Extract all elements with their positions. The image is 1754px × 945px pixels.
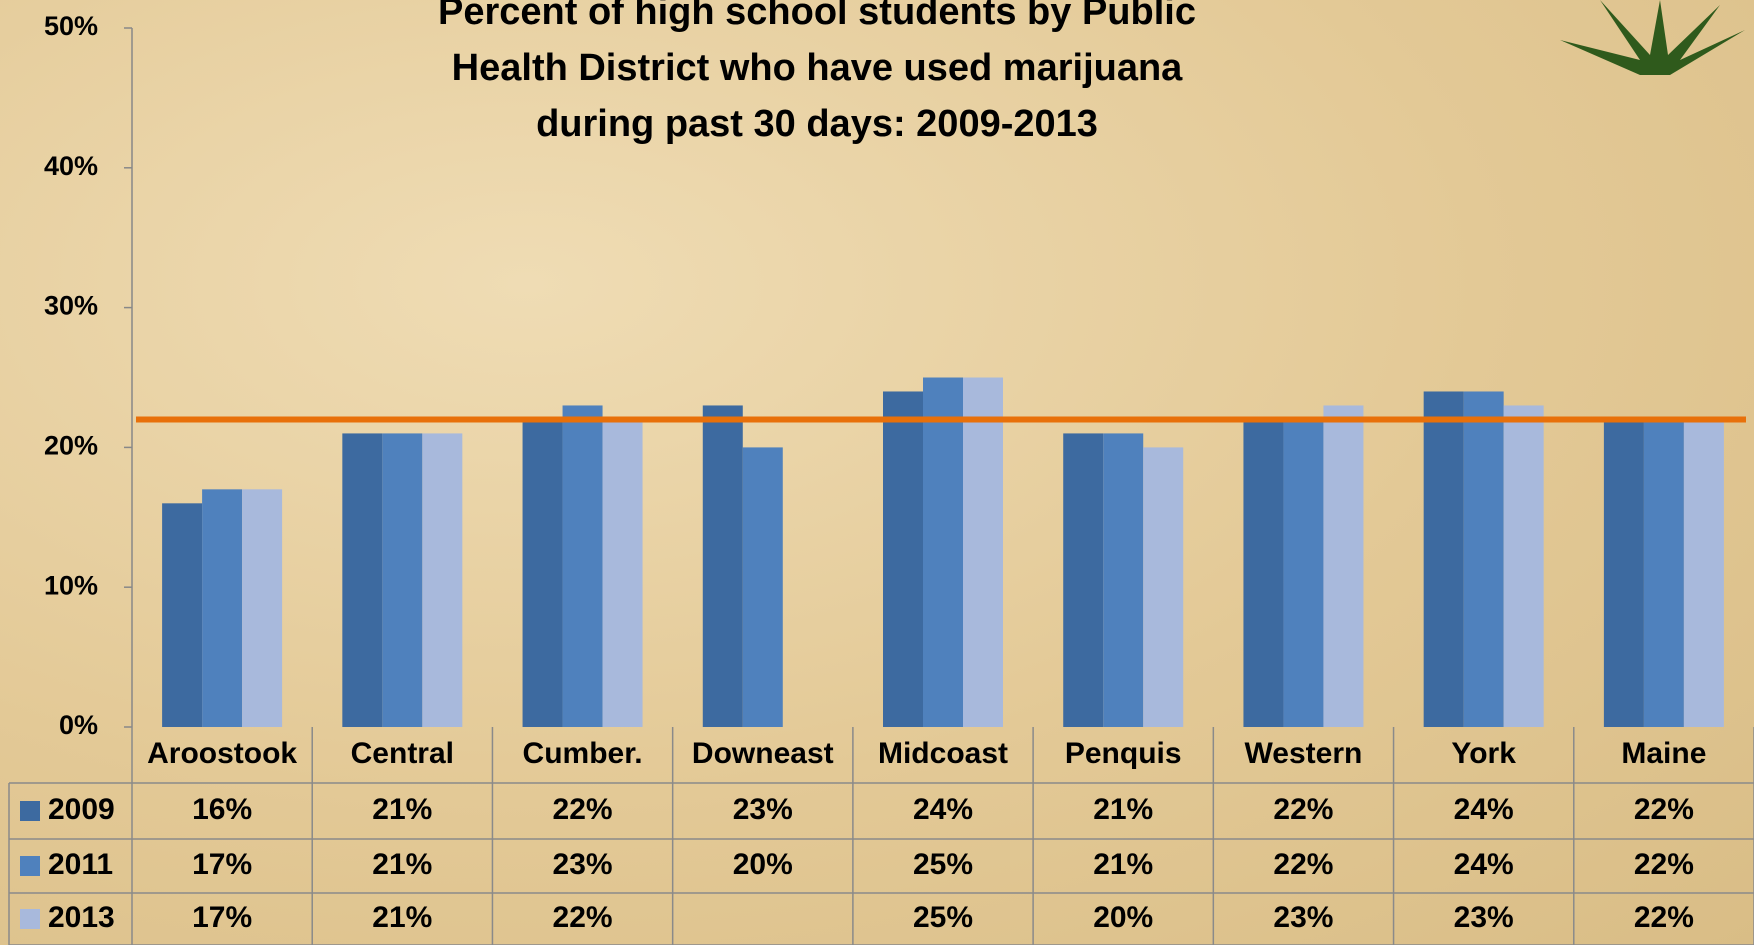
bar (562, 405, 603, 727)
chart-title: Percent of high school students by Publi… (438, 0, 1196, 145)
table-value: 20% (733, 848, 793, 881)
y-tick-label: 40% (44, 151, 98, 181)
legend-label: 2013 (48, 901, 115, 934)
bar (1463, 391, 1504, 727)
bar (162, 503, 203, 727)
table-value: 21% (372, 848, 432, 881)
bar (1643, 419, 1684, 727)
x-tick-label: Cumber. (523, 737, 643, 770)
table-value: 22% (1634, 848, 1694, 881)
legend-swatch (20, 856, 40, 876)
table-value: 24% (1454, 848, 1514, 881)
y-tick-label: 10% (44, 570, 98, 600)
bar (883, 391, 923, 727)
x-tick-label: Midcoast (878, 737, 1008, 770)
bar (342, 433, 383, 727)
bar (602, 419, 643, 727)
bar (202, 489, 243, 727)
bar (1503, 405, 1544, 727)
bar (1683, 419, 1724, 727)
table-value: 25% (913, 848, 973, 881)
table-value: 22% (553, 901, 613, 934)
x-tick-label: Central (351, 737, 454, 770)
table-value: 23% (1454, 901, 1514, 934)
table-value: 21% (1093, 793, 1153, 826)
legend-label: 2009 (48, 793, 115, 826)
bar (1603, 419, 1644, 727)
bar (963, 377, 1003, 727)
bar (382, 433, 423, 727)
table-value: 21% (1093, 848, 1153, 881)
table-value: 21% (372, 901, 432, 934)
table-value: 21% (372, 793, 432, 826)
table-value: 22% (1273, 848, 1333, 881)
table-value: 25% (913, 901, 973, 934)
x-tick-label: Maine (1621, 737, 1706, 770)
bar (1103, 433, 1144, 727)
y-tick-label: 0% (59, 710, 98, 740)
table-value: 24% (913, 793, 973, 826)
leaf-icon (1560, 0, 1745, 75)
y-tick-label: 50% (44, 11, 98, 41)
y-tick-label: 20% (44, 431, 98, 461)
legend-swatch (20, 909, 40, 929)
x-tick-label: Downeast (692, 737, 834, 770)
bar (923, 377, 963, 727)
table-value: 22% (1273, 793, 1333, 826)
table-value: 23% (553, 848, 613, 881)
table-value: 17% (192, 848, 252, 881)
table-value: 22% (1634, 793, 1694, 826)
table-value: 22% (1634, 901, 1694, 934)
table-value: 24% (1454, 793, 1514, 826)
table-value: 23% (1273, 901, 1333, 934)
table-value: 20% (1093, 901, 1153, 934)
y-tick-label: 30% (44, 291, 98, 321)
legend-label: 2011 (48, 848, 113, 881)
x-tick-label: Aroostook (147, 737, 297, 770)
x-tick-label: Western (1245, 737, 1363, 770)
bar (1063, 433, 1104, 727)
x-tick-label: Penquis (1065, 737, 1182, 770)
bar (242, 489, 283, 727)
table-value: 16% (192, 793, 252, 826)
bar (1323, 405, 1364, 727)
bar (422, 433, 463, 727)
legend-swatch (20, 801, 40, 821)
bar (1143, 447, 1184, 727)
table-value: 22% (553, 793, 613, 826)
bar (1243, 419, 1284, 727)
table-value: 17% (192, 901, 252, 934)
bar (1283, 419, 1324, 727)
bar (1423, 391, 1464, 727)
table-value: 23% (733, 793, 793, 826)
bar (742, 447, 783, 727)
bar (702, 405, 743, 727)
x-tick-label: York (1451, 737, 1516, 770)
bar (522, 419, 563, 727)
